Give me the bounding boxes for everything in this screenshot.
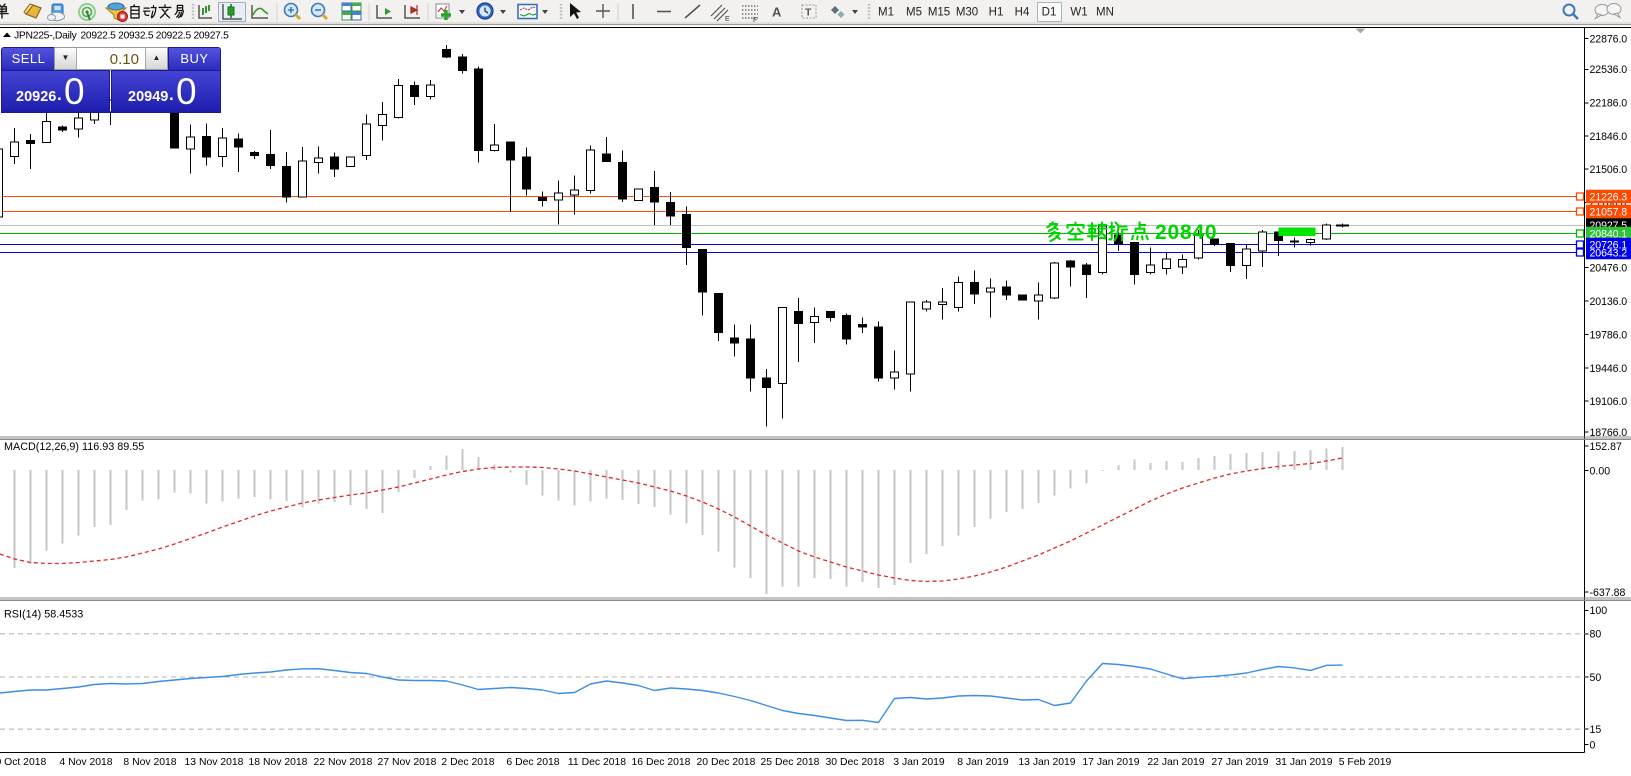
svg-text:22 Nov 2018: 22 Nov 2018 xyxy=(314,757,373,768)
svg-text:M15: M15 xyxy=(928,7,950,19)
svg-text:0.00: 0.00 xyxy=(1590,465,1611,477)
svg-text:RSI(14) 58.4533: RSI(14) 58.4533 xyxy=(4,609,83,621)
svg-text:19446.0: 19446.0 xyxy=(1590,363,1628,375)
svg-text:2 Dec 2018: 2 Dec 2018 xyxy=(441,757,494,768)
svg-text:F: F xyxy=(753,17,757,24)
svg-text:16 Dec 2018: 16 Dec 2018 xyxy=(632,757,691,768)
svg-text:20840: 20840 xyxy=(1155,221,1217,244)
svg-text:8 Nov 2018: 8 Nov 2018 xyxy=(123,757,176,768)
svg-text:20 Dec 2018: 20 Dec 2018 xyxy=(697,757,756,768)
svg-text:13 Jan 2019: 13 Jan 2019 xyxy=(1018,757,1075,768)
svg-text:18766.0: 18766.0 xyxy=(1590,427,1628,439)
svg-text:E: E xyxy=(725,16,730,23)
svg-text:20136.0: 20136.0 xyxy=(1590,296,1628,308)
svg-text:100: 100 xyxy=(1590,605,1608,617)
svg-text:A: A xyxy=(772,5,782,20)
svg-text:6 Dec 2018: 6 Dec 2018 xyxy=(506,757,559,768)
svg-text:0: 0 xyxy=(1590,739,1596,751)
svg-text:152.87: 152.87 xyxy=(1590,441,1623,453)
svg-text:20476.0: 20476.0 xyxy=(1590,262,1628,274)
svg-text:MACD(12,26,9) 116.93 89.55: MACD(12,26,9) 116.93 89.55 xyxy=(4,441,144,453)
svg-text:11 Dec 2018: 11 Dec 2018 xyxy=(568,757,626,768)
svg-text:22186.0: 22186.0 xyxy=(1590,98,1628,110)
svg-text:20643.2: 20643.2 xyxy=(1590,247,1628,259)
svg-text:30 Oct 2018: 30 Oct 2018 xyxy=(0,757,47,768)
svg-text:M5: M5 xyxy=(906,7,922,19)
svg-text:M30: M30 xyxy=(956,7,978,19)
svg-text:4 Nov 2018: 4 Nov 2018 xyxy=(59,757,112,768)
svg-text:50: 50 xyxy=(1590,672,1602,684)
svg-text:80: 80 xyxy=(1590,629,1602,641)
svg-text:8 Jan 2019: 8 Jan 2019 xyxy=(957,757,1009,768)
svg-text:15: 15 xyxy=(1590,724,1602,736)
svg-text:22536.0: 22536.0 xyxy=(1590,64,1628,76)
svg-text:H1: H1 xyxy=(989,7,1004,19)
svg-text:M1: M1 xyxy=(878,7,894,19)
svg-text:17 Jan 2019: 17 Jan 2019 xyxy=(1082,757,1139,768)
svg-text:31 Jan 2019: 31 Jan 2019 xyxy=(1275,757,1332,768)
svg-text:20922.5 20932.5 20922.5 20927.: 20922.5 20932.5 20922.5 20927.5 xyxy=(81,31,230,42)
svg-text:JPN225-,Daily: JPN225-,Daily xyxy=(14,31,78,42)
svg-text:13 Nov 2018: 13 Nov 2018 xyxy=(185,757,244,768)
svg-text:27 Nov 2018: 27 Nov 2018 xyxy=(378,757,437,768)
svg-text:-637.88: -637.88 xyxy=(1590,587,1626,599)
svg-text:19106.0: 19106.0 xyxy=(1590,396,1628,408)
svg-text:D1: D1 xyxy=(1042,7,1057,19)
svg-text:3 Jan 2019: 3 Jan 2019 xyxy=(893,757,945,768)
svg-text:MN: MN xyxy=(1096,7,1114,19)
svg-text:21226.3: 21226.3 xyxy=(1590,191,1628,203)
svg-text:W1: W1 xyxy=(1070,7,1087,19)
svg-text:T: T xyxy=(805,7,812,19)
svg-text:H4: H4 xyxy=(1015,7,1030,19)
svg-text:21506.0: 21506.0 xyxy=(1590,164,1628,176)
svg-text:18 Nov 2018: 18 Nov 2018 xyxy=(249,757,308,768)
svg-text:22 Jan 2019: 22 Jan 2019 xyxy=(1147,757,1204,768)
svg-text:20726.1: 20726.1 xyxy=(1590,239,1628,251)
svg-text:21057.8: 21057.8 xyxy=(1590,206,1628,218)
svg-text:21846.0: 21846.0 xyxy=(1590,131,1628,143)
svg-text:20840.1: 20840.1 xyxy=(1590,228,1628,240)
svg-text:30 Dec 2018: 30 Dec 2018 xyxy=(826,757,885,768)
svg-text:19786.0: 19786.0 xyxy=(1590,329,1628,341)
svg-text:22876.0: 22876.0 xyxy=(1590,33,1628,45)
svg-text:5 Feb 2019: 5 Feb 2019 xyxy=(1339,757,1392,768)
svg-text:25 Dec 2018: 25 Dec 2018 xyxy=(761,757,820,768)
svg-text:27 Jan 2019: 27 Jan 2019 xyxy=(1211,757,1268,768)
